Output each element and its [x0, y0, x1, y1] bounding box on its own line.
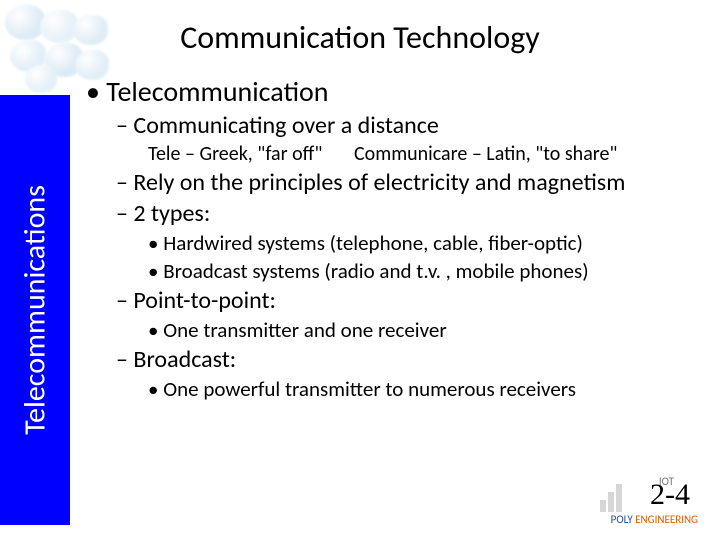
footer-brand: POLY ENGINEERING	[611, 513, 698, 526]
type-broadcast: Broadcast systems (radio and t.v. , mobi…	[148, 258, 710, 284]
footer-page-number: 2-4	[650, 478, 690, 512]
footer-poly: POLY	[611, 513, 633, 526]
footer-engineering: ENGINEERING	[633, 513, 698, 526]
etymology-line: Tele – Greek, "far off" Communicare – La…	[148, 142, 710, 166]
content-area: Telecommunication Communicating over a d…	[78, 74, 710, 402]
sidebar: Telecommunications	[0, 95, 70, 525]
etym-tele: Tele – Greek, "far off"	[148, 142, 322, 166]
page-title: Communication Technology	[0, 18, 720, 57]
point-broadcast: Broadcast:	[116, 345, 710, 374]
point-principles: Rely on the principles of electricity an…	[116, 168, 710, 197]
main-heading: Telecommunication	[86, 74, 710, 109]
point-distance: Communicating over a distance	[116, 111, 710, 140]
point-types: 2 types:	[116, 199, 710, 228]
sidebar-label: Telecommunications	[17, 185, 54, 435]
ptp-detail: One transmitter and one receiver	[148, 317, 710, 343]
broadcast-detail: One powerful transmitter to numerous rec…	[148, 376, 710, 402]
point-ptp: Point-to-point:	[116, 286, 710, 315]
etym-communicare: Communicare – Latin, "to share"	[354, 142, 617, 166]
type-hardwired: Hardwired systems (telephone, cable, fib…	[148, 230, 710, 256]
footer-bars-icon	[600, 482, 630, 512]
